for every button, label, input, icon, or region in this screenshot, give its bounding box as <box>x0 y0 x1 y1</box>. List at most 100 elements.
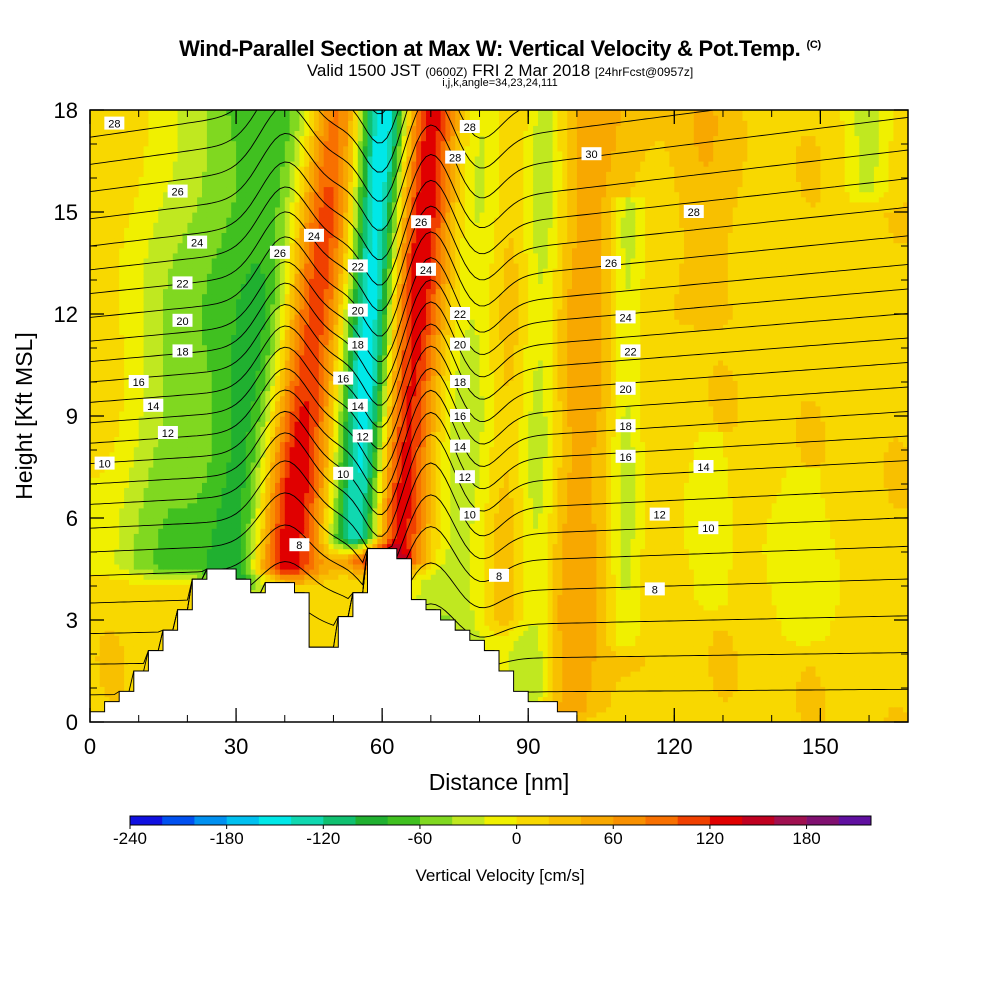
field-cell <box>421 579 427 585</box>
field-cell <box>679 671 685 677</box>
field-cell <box>878 579 885 585</box>
field-cell <box>635 681 641 687</box>
field-cell <box>611 665 617 672</box>
field-cell <box>518 635 524 641</box>
field-cell <box>421 574 427 580</box>
field-cell <box>469 599 476 606</box>
field-cell <box>503 645 510 652</box>
field-cell <box>572 645 578 652</box>
field-cell <box>177 604 184 611</box>
field-cell <box>299 589 305 596</box>
field-cell <box>133 655 140 662</box>
field-cell <box>732 681 739 687</box>
field-cell <box>309 604 315 611</box>
field-cell <box>786 609 792 616</box>
field-cell <box>338 594 344 601</box>
field-cell <box>328 574 335 580</box>
field-cell <box>508 579 515 585</box>
field-cell <box>90 594 96 601</box>
field-cell <box>294 589 300 596</box>
field-cell <box>557 589 563 596</box>
field-cell <box>878 625 885 631</box>
field-cell <box>873 711 880 718</box>
field-cell <box>640 655 646 662</box>
field-cell <box>708 706 714 713</box>
field-cell <box>133 589 140 596</box>
field-cell <box>635 696 641 703</box>
field-cell <box>567 686 573 692</box>
field-cell <box>596 716 602 722</box>
field-cell <box>742 686 748 692</box>
field-cell <box>684 716 690 722</box>
field-cell <box>839 711 846 718</box>
field-cell <box>615 594 622 601</box>
field-cell <box>776 589 782 596</box>
field-cell <box>781 614 787 621</box>
field-cell <box>523 579 529 585</box>
field-cell <box>153 599 159 606</box>
field-cell <box>718 625 724 631</box>
field-cell <box>620 686 627 692</box>
field-cell <box>815 676 821 682</box>
field-cell <box>771 640 778 647</box>
field-cell <box>576 589 583 596</box>
field-cell <box>664 574 670 580</box>
field-cell <box>148 620 154 626</box>
field-cell <box>723 594 729 601</box>
field-cell <box>562 655 568 662</box>
field-cell <box>533 676 539 682</box>
field-cell <box>718 681 724 687</box>
field-cell <box>679 574 685 580</box>
field-cell <box>567 706 573 713</box>
field-cell <box>333 614 339 621</box>
field-cell <box>557 579 563 585</box>
field-cell <box>596 614 602 621</box>
field-cell <box>878 594 885 601</box>
field-cell <box>664 665 670 672</box>
field-cell <box>732 620 739 626</box>
field-cell <box>810 681 817 687</box>
field-cell <box>844 681 851 687</box>
field-cell <box>615 614 622 621</box>
field-cell <box>742 594 748 601</box>
field-cell <box>513 676 520 682</box>
field-cell <box>844 686 851 692</box>
field-cell <box>586 691 593 698</box>
field-cell <box>143 574 150 580</box>
field-cell <box>615 711 622 718</box>
field-cell <box>903 604 908 611</box>
field-cell <box>508 650 515 657</box>
field-cell <box>499 660 505 667</box>
field-cell <box>708 681 714 687</box>
field-cell <box>864 609 870 616</box>
field-cell <box>124 665 130 672</box>
field-cell <box>873 574 880 580</box>
field-cell <box>723 614 729 621</box>
field-cell <box>771 625 778 631</box>
field-cell <box>698 645 705 652</box>
field-cell <box>601 681 607 687</box>
field-cell <box>815 594 821 601</box>
field-cell <box>275 579 281 585</box>
field-cell <box>903 676 908 682</box>
field-cell <box>601 635 607 641</box>
field-cell <box>94 650 101 657</box>
field-cell <box>810 711 817 718</box>
field-cell <box>314 594 320 601</box>
field-cell <box>727 574 734 580</box>
field-cell <box>348 584 354 590</box>
field-cell <box>659 594 666 601</box>
field-cell <box>596 645 602 652</box>
field-cell <box>732 630 739 636</box>
field-cell <box>508 645 515 652</box>
field-cell <box>839 701 846 708</box>
field-cell <box>903 599 908 606</box>
field-cell <box>698 691 705 698</box>
field-cell <box>791 620 797 626</box>
field-cell <box>747 599 753 606</box>
field-cell <box>557 609 563 616</box>
field-cell <box>810 686 817 692</box>
field-cell <box>586 579 593 585</box>
field-cell <box>766 706 773 713</box>
field-cell <box>839 599 846 606</box>
